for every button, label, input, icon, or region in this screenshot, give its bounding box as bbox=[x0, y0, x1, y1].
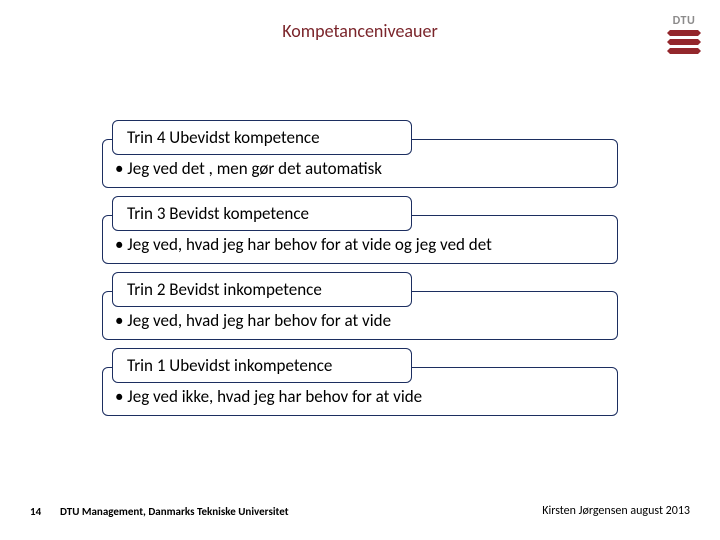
logo-bar bbox=[670, 39, 698, 45]
dtu-logo-text: DTU bbox=[670, 14, 698, 28]
step-2: Trin 2 Bevidst inkompetence • Jeg ved, h… bbox=[102, 272, 618, 340]
step-2-header: Trin 2 Bevidst inkompetence bbox=[112, 272, 412, 307]
step-3: Trin 3 Bevidst kompetence • Jeg ved, hva… bbox=[102, 196, 618, 264]
logo-bar bbox=[670, 48, 698, 54]
step-1: Trin 1 Ubevidst inkompetence • Jeg ved i… bbox=[102, 348, 618, 416]
step-3-header: Trin 3 Bevidst kompetence bbox=[112, 196, 412, 231]
slide-title: Kompetanceniveauer bbox=[0, 20, 720, 42]
page-number: 14 bbox=[30, 505, 41, 518]
dtu-logo: DTU bbox=[670, 14, 698, 54]
logo-bar bbox=[670, 30, 698, 36]
step-4: Trin 4 Ubevidst kompetence • Jeg ved det… bbox=[102, 120, 618, 188]
step-4-header: Trin 4 Ubevidst kompetence bbox=[112, 120, 412, 155]
step-1-header: Trin 1 Ubevidst inkompetence bbox=[112, 348, 412, 383]
footer-affiliation: DTU Management, Danmarks Tekniske Univer… bbox=[60, 505, 289, 518]
footer-author-date: Kirsten Jørgensen august 2013 bbox=[542, 504, 690, 518]
slide: Kompetanceniveauer DTU Trin 4 Ubevidst k… bbox=[0, 0, 720, 540]
dtu-logo-bars bbox=[670, 30, 698, 54]
steps-container: Trin 4 Ubevidst kompetence • Jeg ved det… bbox=[102, 120, 618, 424]
